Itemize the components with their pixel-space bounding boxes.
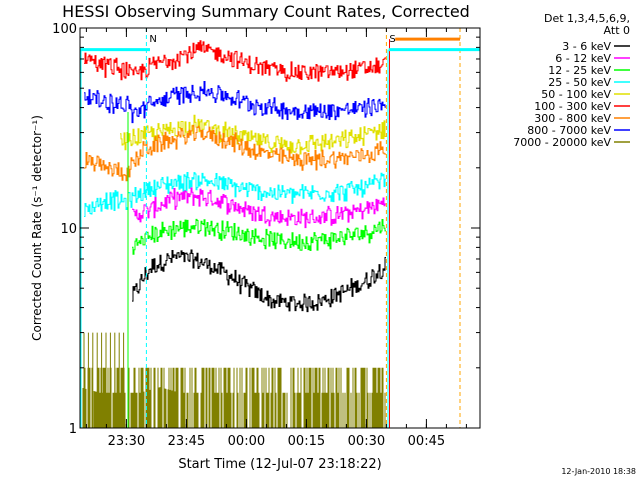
- y-tick-label: 100: [52, 22, 77, 37]
- legend-label-300-800-kev: 300 - 800 keV: [534, 112, 611, 125]
- y-tick-label: 1: [69, 422, 77, 437]
- x-tick-label: 00:15: [288, 434, 325, 449]
- series-3-6-kev-trace: [132, 249, 386, 313]
- footer-date: 12-Jan-2010 18:38: [561, 467, 636, 476]
- x-tick-label: 00:30: [348, 434, 385, 449]
- x-tick-label: 23:30: [108, 434, 145, 449]
- trace-group: [80, 40, 386, 428]
- legend-label-7000-20000-kev: 7000 - 20000 keV: [513, 136, 611, 149]
- series-50-100-kev-trace: [120, 114, 386, 155]
- series-7000-20000-kev-trace: [80, 332, 386, 428]
- series-300-800-kev-trace: [84, 125, 386, 182]
- legend-label-12-25-kev: 12 - 25 keV: [548, 64, 611, 77]
- y-tick-label: 10: [60, 222, 77, 237]
- status-bar-group: [80, 37, 480, 428]
- legend-label-100-300-kev: 100 - 300 keV: [534, 100, 611, 113]
- series-800-7000-kev-trace: [84, 80, 386, 124]
- y-axis: 1 10 100: [52, 22, 480, 437]
- x-tick-label: 00:00: [228, 434, 265, 449]
- legend-label-800-7000-kev: 800 - 7000 keV: [527, 124, 611, 137]
- marker-label-n: N: [149, 34, 156, 45]
- legend-label-25-50-kev: 25 - 50 keV: [548, 76, 611, 89]
- legend-header-line: Det 1,3,4,5,6,9,: [544, 12, 630, 25]
- x-tick-label: 23:45: [168, 434, 205, 449]
- series-6-12-kev-trace: [132, 187, 386, 229]
- series-12-25-kev-trace: [132, 218, 386, 255]
- legend-label-6-12-kev: 6 - 12 keV: [555, 52, 611, 65]
- series-25-50-kev-trace: [84, 172, 386, 217]
- y-axis-label: Corrected Count Rate (s⁻¹ detector⁻¹): [30, 115, 44, 341]
- series-100-300-kev-trace: [84, 40, 386, 82]
- marker-label-s: S: [389, 34, 395, 45]
- x-axis-label: Start Time (12-Jul-07 23:18:22): [178, 457, 381, 472]
- legend-header-line: Att 0: [604, 24, 630, 37]
- x-axis: 23:30 23:45 00:00 00:15 00:30 00:45: [85, 28, 467, 449]
- chart-title: HESSI Observing Summary Count Rates, Cor…: [62, 2, 470, 21]
- legend-label-50-100-kev: 50 - 100 keV: [541, 88, 611, 101]
- legend-label-3-6-kev: 3 - 6 keV: [562, 40, 611, 53]
- x-tick-label: 00:45: [408, 434, 445, 449]
